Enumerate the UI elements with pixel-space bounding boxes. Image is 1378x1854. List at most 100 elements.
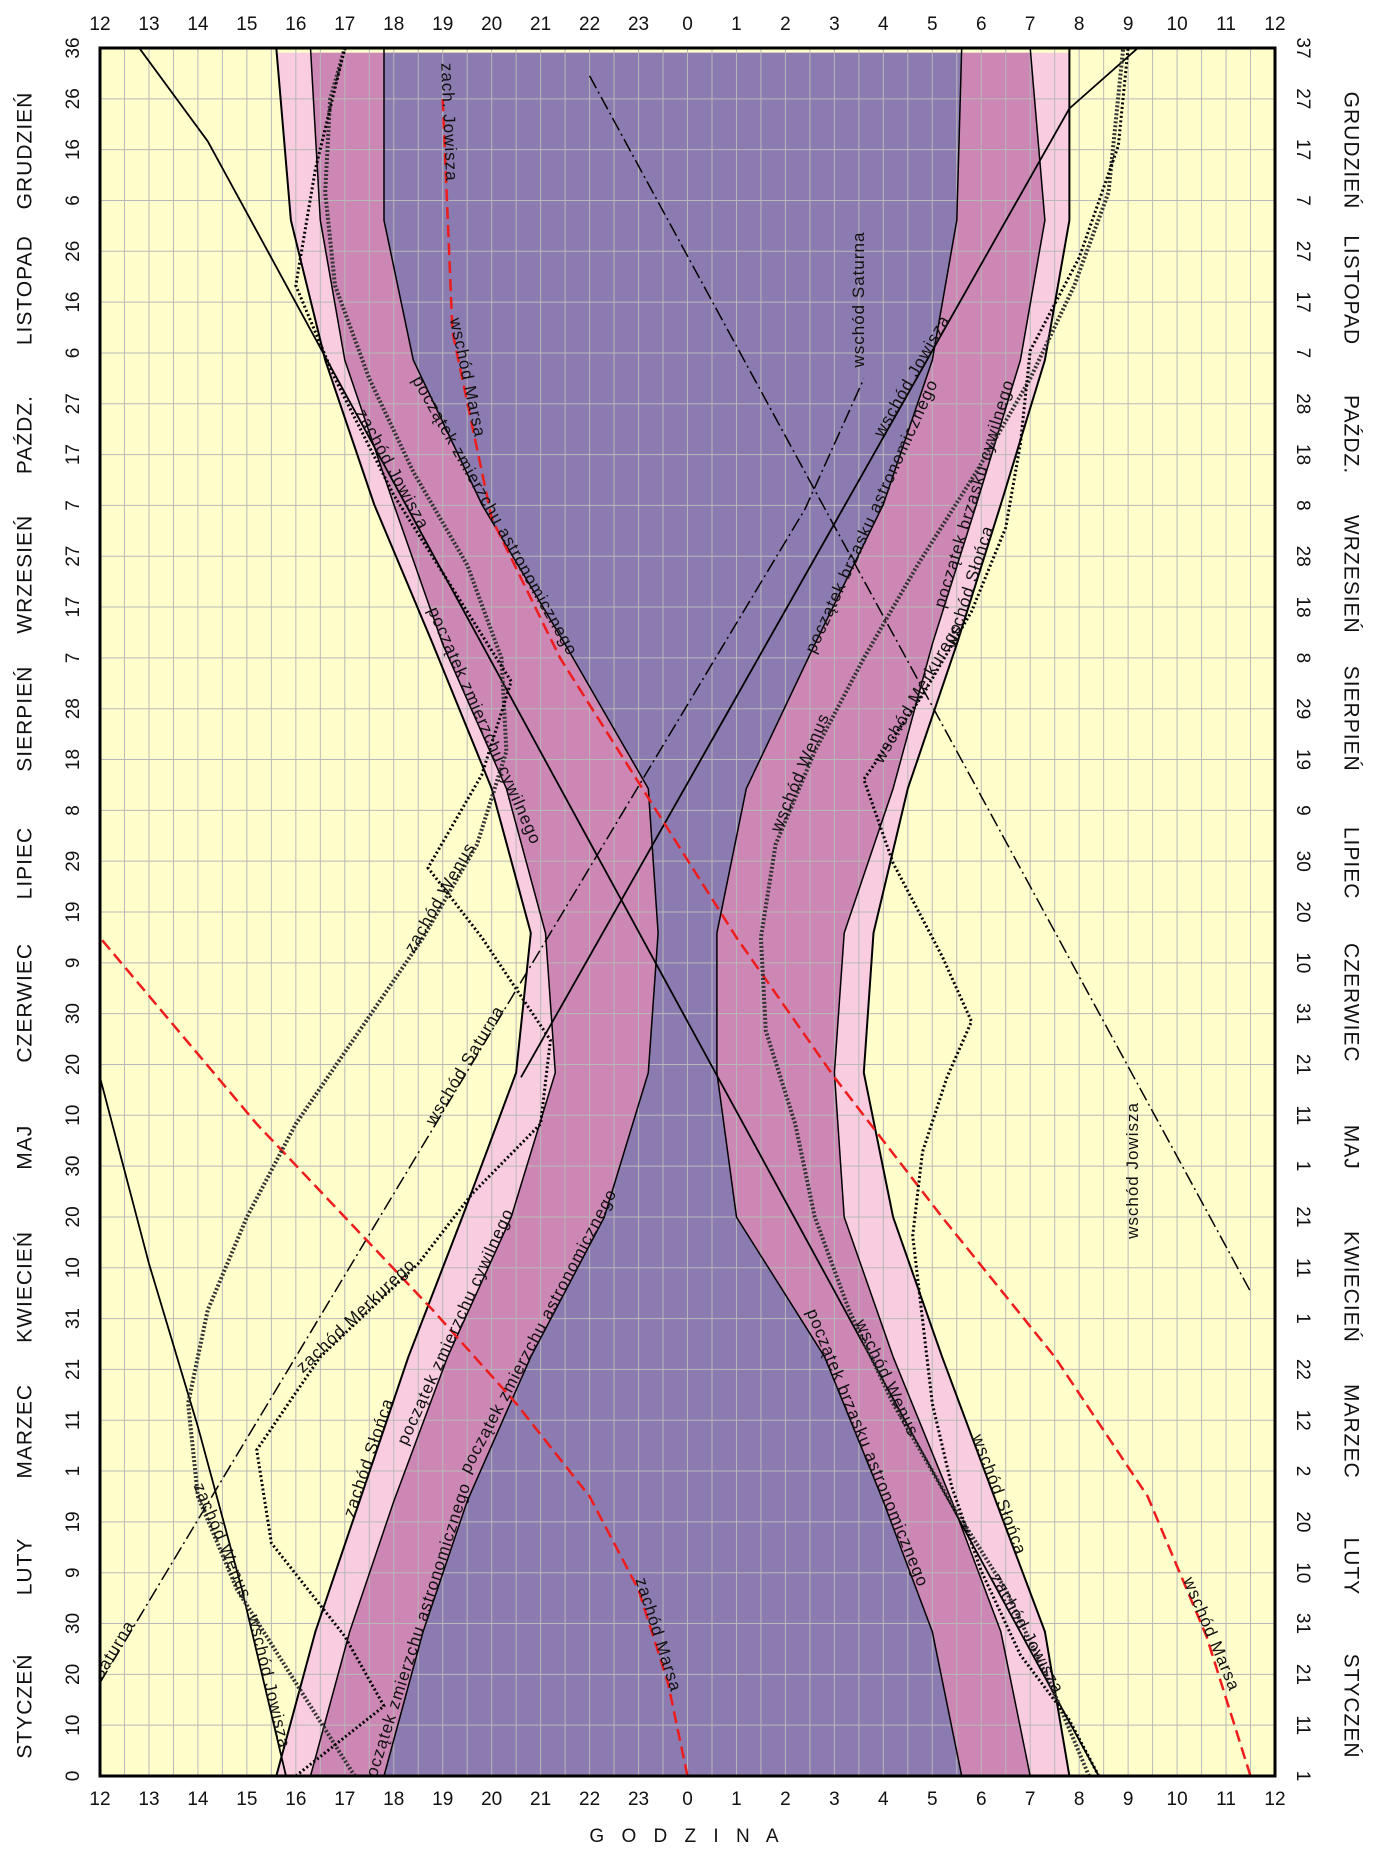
x-tick-bottom: 17 (334, 1789, 355, 1810)
x-tick-top: 7 (1025, 14, 1036, 35)
month-label-right: GRUDZIEŃ (1339, 92, 1362, 210)
y-tick-right: 37 (1292, 37, 1313, 58)
x-tick-top: 16 (285, 14, 306, 35)
x-tick-top: 1 (731, 14, 742, 35)
month-label-left: GRUDZIEŃ (14, 92, 37, 210)
x-tick-top: 20 (481, 14, 502, 35)
x-tick-bottom: 18 (383, 1789, 404, 1810)
x-tick-bottom: 11 (1216, 1789, 1236, 1810)
month-label-left: LISTOPAD (14, 235, 37, 345)
month-label-left: MARZEC (14, 1384, 37, 1479)
x-tick-top: 5 (927, 14, 938, 35)
y-tick-right: 17 (1292, 139, 1313, 160)
x-tick-top: 2 (780, 14, 791, 35)
y-tick-left: 36 (63, 37, 84, 58)
y-tick-left: 31 (63, 1308, 84, 1329)
y-tick-right: 9 (1292, 805, 1313, 816)
y-tick-left: 10 (63, 1257, 84, 1278)
x-tick-top: 6 (976, 14, 987, 35)
x-tick-top: 12 (89, 14, 110, 35)
x-tick-bottom: 15 (236, 1789, 257, 1810)
curve-wsch-d-marsa (441, 99, 1252, 1776)
curve-zach-d-s-o-ca (275, 48, 532, 1776)
month-label-right: STYCZEŃ (1339, 1654, 1362, 1759)
curve-zach-d-wenus (186, 48, 509, 1776)
y-tick-right: 22 (1292, 1359, 1313, 1380)
x-tick-top: 0 (682, 14, 693, 35)
x-tick-top: 18 (383, 14, 404, 35)
x-tick-top: 10 (1167, 14, 1188, 35)
x-tick-bottom: 7 (1025, 1789, 1036, 1810)
y-tick-left: 16 (63, 292, 84, 313)
y-tick-right: 10 (1292, 952, 1313, 973)
y-tick-right: 11 (1292, 1258, 1313, 1278)
y-tick-left: 1 (63, 1466, 84, 1477)
curve-wsch-d-saturna (100, 378, 865, 1684)
x-tick-bottom: 16 (285, 1789, 306, 1810)
month-label-right: LIPIEC (1339, 827, 1362, 900)
twilight-bands (276, 52, 1070, 1776)
y-tick-right: 8 (1292, 500, 1313, 511)
y-tick-left: 27 (63, 393, 84, 414)
x-tick-bottom: 22 (579, 1789, 600, 1810)
plot-frame (98, 46, 1277, 1778)
y-tick-right: 12 (1292, 1410, 1313, 1431)
x-tick-top: 14 (187, 14, 209, 35)
x-tick-top: 3 (829, 14, 840, 35)
month-label-right: SIERPIEŃ (1339, 666, 1362, 772)
x-tick-bottom: 13 (138, 1789, 159, 1810)
month-label-right: CZERWIEC (1339, 943, 1362, 1063)
curve-wsch-d-wenus (758, 48, 1126, 1776)
x-tick-bottom: 1 (731, 1789, 742, 1810)
y-tick-right: 7 (1292, 348, 1313, 359)
y-tick-left: 7 (63, 500, 84, 511)
month-label-right: PAŹDZ. (1339, 395, 1362, 474)
y-tick-left: 26 (63, 241, 84, 262)
x-tick-top: 4 (878, 14, 889, 35)
y-tick-right: 17 (1292, 292, 1313, 313)
curve-label: zach. Jowisza (437, 62, 461, 182)
axes: 1212131314141515161617171818191920202121… (14, 14, 1363, 1810)
curve-label: wschód Jowisza (1123, 1102, 1142, 1240)
month-label-left: PAŹDZ. (14, 395, 37, 474)
x-tick-top: 9 (1123, 14, 1134, 35)
curve-zach-d-jowisza (100, 48, 1100, 1776)
y-tick-right: 20 (1292, 1511, 1313, 1532)
y-tick-right: 28 (1292, 393, 1313, 414)
month-label-left: CZERWIEC (14, 943, 37, 1063)
month-label-right: KWIECIEŃ (1339, 1231, 1362, 1343)
x-tick-bottom: 0 (682, 1789, 693, 1810)
x-tick-bottom: 20 (481, 1789, 502, 1810)
x-tick-top: 12 (1264, 14, 1285, 35)
curve-pocz-tek-zmierzchu-astronomicznego (383, 48, 659, 1776)
month-label-left: MAJ (14, 1125, 37, 1170)
y-tick-left: 17 (63, 444, 84, 465)
y-tick-left: 17 (63, 597, 84, 618)
curve-label: zachód Saturna (85, 23, 104, 156)
x-tick-top: 23 (628, 14, 649, 35)
y-tick-left: 8 (63, 805, 84, 816)
month-label-left: LUTY (14, 1538, 37, 1596)
x-tick-bottom: 19 (432, 1789, 453, 1810)
y-tick-left: 27 (63, 546, 84, 567)
y-tick-left: 9 (63, 958, 84, 969)
y-tick-left: 20 (63, 1664, 84, 1685)
month-label-left: SIERPIEŃ (14, 666, 37, 772)
y-tick-right: 27 (1292, 88, 1313, 109)
x-tick-bottom: 10 (1167, 1789, 1188, 1810)
y-tick-right: 2 (1292, 1466, 1313, 1477)
x-tick-top: 21 (530, 14, 551, 35)
y-tick-right: 27 (1292, 241, 1313, 262)
x-tick-bottom: 23 (628, 1789, 649, 1810)
x-tick-top: 22 (579, 14, 600, 35)
curve-wsch-d-s-o-ca (862, 48, 1071, 1776)
y-tick-left: 29 (63, 851, 84, 872)
curve-label: zachód Saturna (85, 1393, 104, 1526)
x-tick-bottom: 8 (1074, 1789, 1085, 1810)
y-tick-right: 18 (1292, 597, 1313, 618)
y-tick-left: 30 (63, 1003, 84, 1024)
y-tick-right: 31 (1292, 1613, 1313, 1634)
x-tick-bottom: 5 (927, 1789, 938, 1810)
month-label-right: MAJ (1339, 1125, 1362, 1170)
